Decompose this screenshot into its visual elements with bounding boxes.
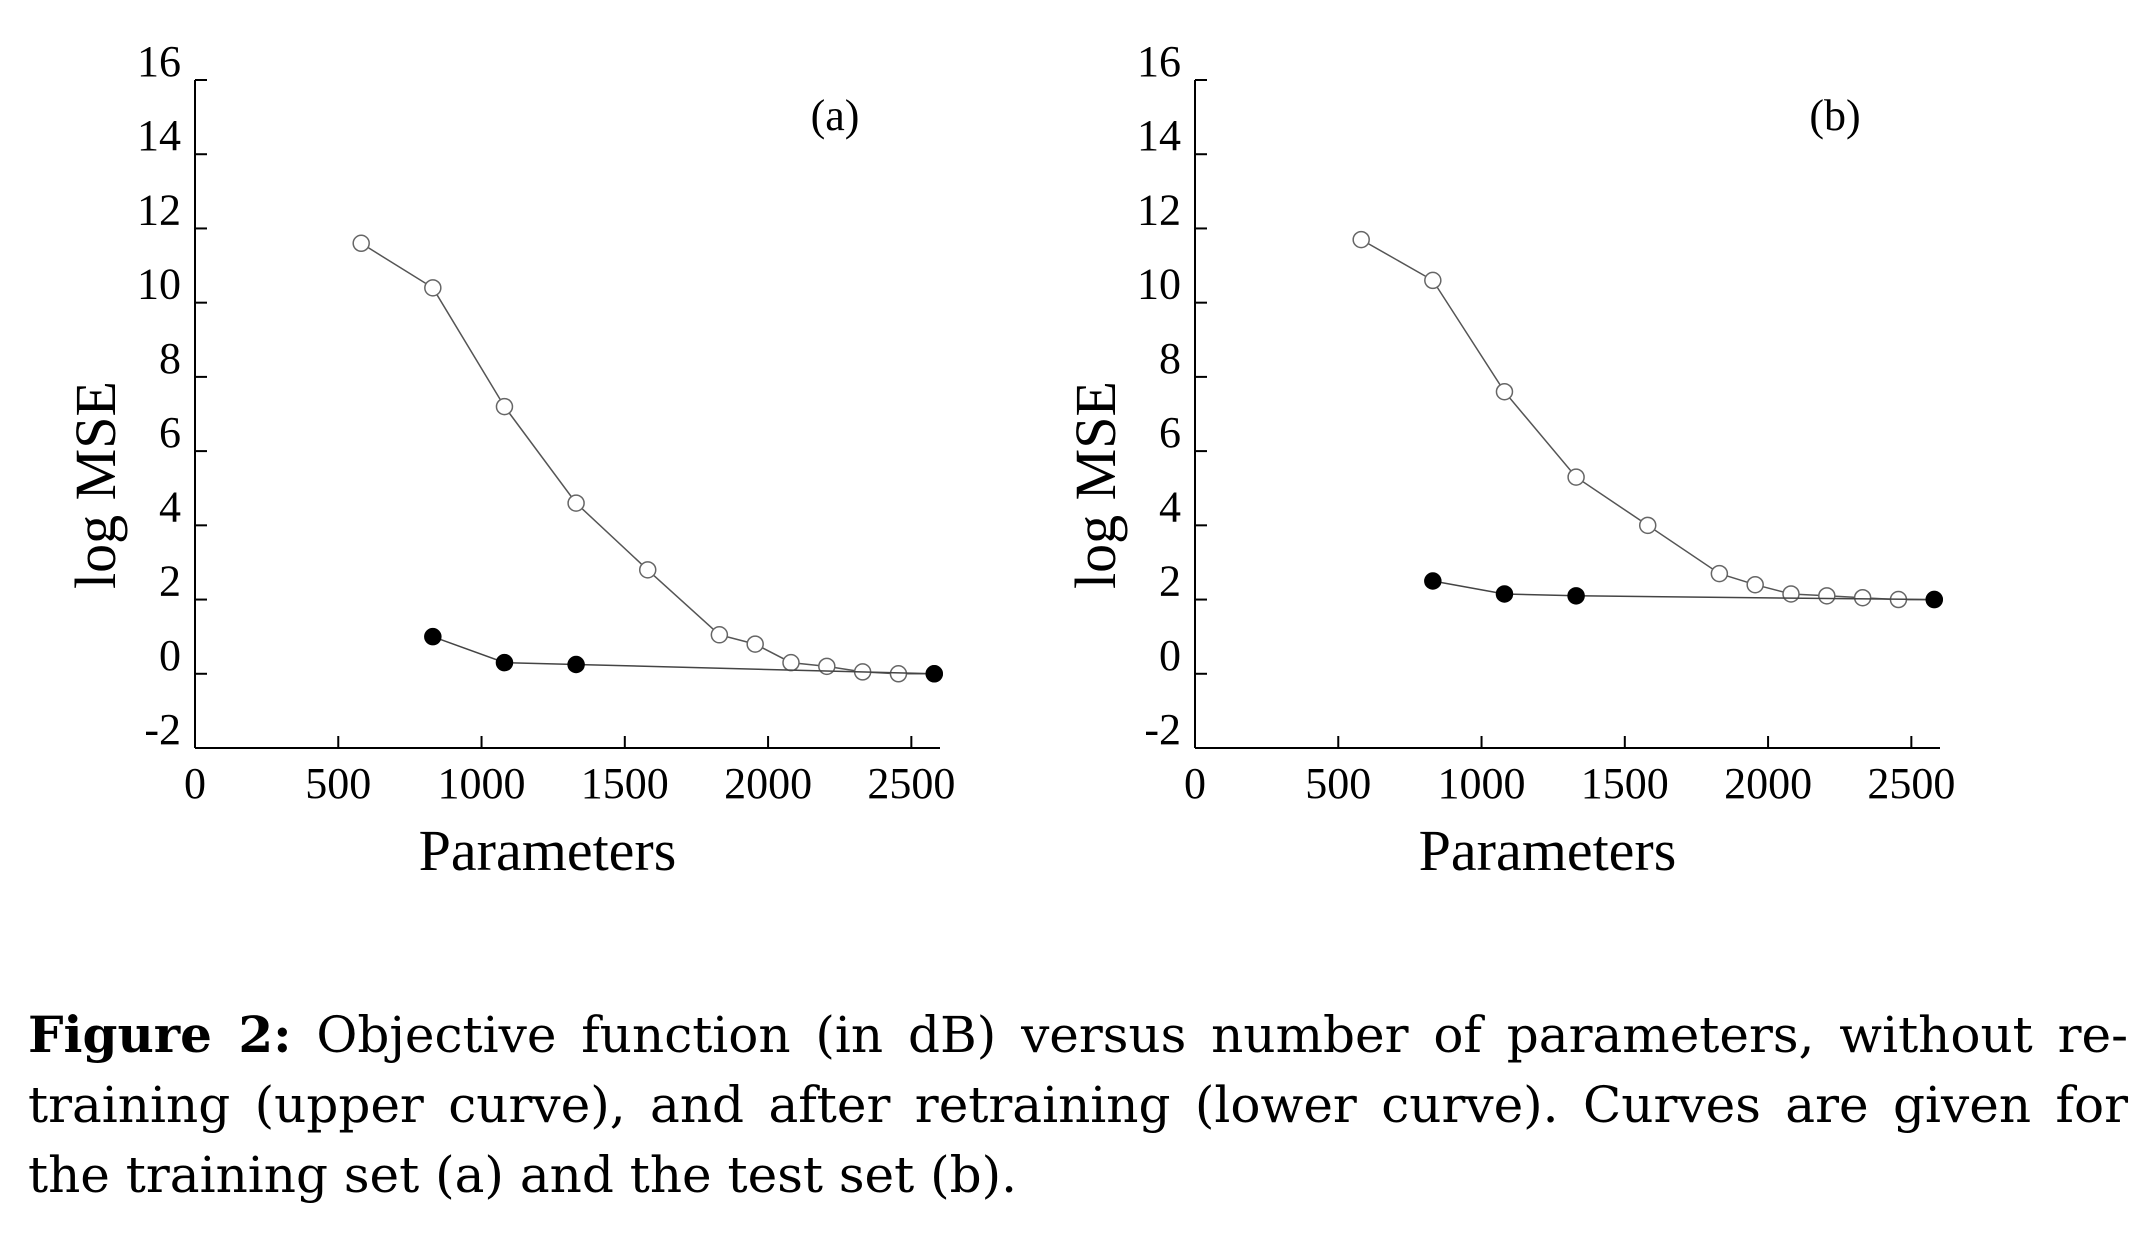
panel-b-retrained-curve — [1432, 580, 1935, 601]
panel-a-retrained-point — [495, 653, 514, 672]
panel-b-unretrained-point — [1746, 575, 1764, 594]
panel-b-unretrained-point — [1567, 468, 1585, 486]
panel-b-y-tick-label: 8 — [1159, 334, 1181, 383]
panel-a-retrained-point — [424, 627, 442, 646]
panel-b-unretrained-point — [1638, 516, 1657, 535]
caption-text: Objective function (in dB) versus number… — [28, 1006, 2128, 1204]
panel-a-x-tick-label: 1000 — [438, 759, 526, 808]
panel-a-x-axis-title: Parameters — [419, 818, 677, 883]
panel-b-unretrained-point — [1424, 271, 1442, 290]
panel-b-y-tick-label: 12 — [1137, 185, 1181, 234]
panel-b-x-tick-label: 1000 — [1438, 759, 1526, 808]
panel-a-y-tick-label: 10 — [137, 260, 181, 309]
caption-label: Figure 2: — [28, 1005, 292, 1064]
panel-a-y-tick-label: 12 — [137, 185, 181, 234]
panel-b-y-axis-title: log MSE — [1063, 381, 1128, 589]
panel-b-x-tick-label: 1500 — [1581, 759, 1669, 808]
panel-a-y-tick-label: 8 — [159, 334, 181, 383]
panel-a-unretrained-curve — [360, 242, 935, 675]
panel-b-x-tick-label: 2000 — [1724, 759, 1812, 808]
panel-a-unretrained-point — [782, 653, 800, 672]
panel-b-retrained-point — [1424, 572, 1442, 590]
panel-b-unretrained-curve — [1360, 238, 1935, 601]
panel-b-unretrained-point — [1818, 587, 1836, 605]
panel-a-unretrained-point — [710, 626, 729, 644]
panel-a-x-tick-label: 1500 — [581, 759, 669, 808]
panel-a-unretrained-point — [352, 234, 370, 253]
panel-a-unretrained-point — [889, 665, 908, 683]
panel-b-retrained-point — [1567, 587, 1585, 605]
panel-b-y-tick-label: 0 — [1159, 631, 1181, 680]
figure-caption: Figure 2: Objective function (in dB) ver… — [28, 1000, 2128, 1210]
panel-b-y-tick-label: -2 — [1144, 705, 1181, 754]
panel-a-unretrained-point — [818, 657, 836, 676]
panel-a-retrained-curve — [432, 635, 935, 675]
panel-b-y-tick-label: 14 — [1137, 111, 1181, 160]
panel-b-label: (b) — [1809, 91, 1860, 140]
panel-b-unretrained-point — [1352, 230, 1370, 249]
panel-a-unretrained-point — [746, 635, 764, 653]
panel-a-y-tick-label: 16 — [137, 37, 181, 86]
panel-a-retrained-point — [925, 665, 944, 683]
panel-b-unretrained-point — [1853, 588, 1872, 607]
panel-a-unretrained-point — [567, 494, 585, 512]
panel-b-x-tick-label: 500 — [1305, 759, 1371, 808]
panel-a-y-tick-label: 4 — [159, 482, 181, 531]
panel-b-retrained-point — [1495, 585, 1514, 603]
panel-a-unretrained-point — [495, 397, 514, 416]
panel-a-x-tick-label: 2500 — [867, 759, 955, 808]
panel-a-unretrained-point — [638, 561, 657, 579]
panel-b-unretrained-point — [1495, 382, 1514, 401]
panel-a-x-tick-label: 500 — [305, 759, 371, 808]
panel-a-x-tick-label: 0 — [184, 759, 206, 808]
panel-b-y-tick-label: 4 — [1159, 482, 1181, 531]
panel-b-retrained-point — [1925, 590, 1944, 609]
panel-a-x-tick-label: 2000 — [724, 759, 812, 808]
panel-b-y-tick-label: 6 — [1159, 408, 1181, 457]
panel-a-unretrained-point — [424, 279, 442, 297]
panel-a-y-tick-label: 0 — [159, 631, 181, 680]
panel-b-y-tick-label: 2 — [1159, 557, 1181, 606]
panel-a-y-axis-title: log MSE — [63, 381, 128, 589]
panel-b-x-tick-label: 0 — [1184, 759, 1206, 808]
panel-b-y-tick-label: 16 — [1137, 37, 1181, 86]
panel-a-y-tick-label: 14 — [137, 111, 181, 160]
panel-b-x-axis-title: Parameters — [1419, 818, 1677, 883]
panel-b-x-tick-label: 2500 — [1867, 759, 1955, 808]
panel-b-unretrained-point — [1710, 564, 1729, 583]
panel-b-unretrained-point — [1782, 585, 1800, 603]
panel-a-y-tick-label: -2 — [144, 705, 181, 754]
panel-a-y-tick-label: 2 — [159, 557, 181, 606]
panel-a-y-tick-label: 6 — [159, 408, 181, 457]
panel-a-label: (a) — [811, 91, 860, 140]
panel-a-retrained-point — [567, 655, 585, 674]
panel-b-y-tick-label: 10 — [1137, 260, 1181, 309]
